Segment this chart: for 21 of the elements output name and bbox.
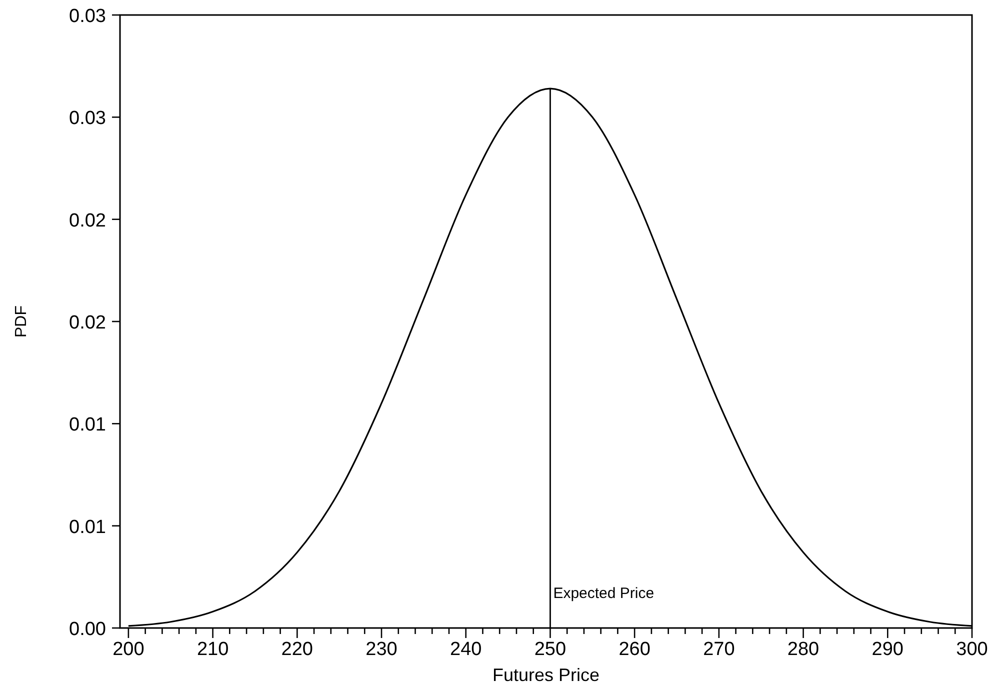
x-tick-label: 270 bbox=[703, 639, 735, 660]
x-tick-label: 250 bbox=[534, 639, 566, 660]
x-tick-label: 240 bbox=[450, 639, 482, 660]
y-tick-label: 0.03 bbox=[69, 6, 106, 27]
x-tick-label: 260 bbox=[618, 639, 650, 660]
y-axis-title: PDF bbox=[13, 305, 30, 338]
x-tick-label: 280 bbox=[787, 639, 820, 660]
y-tick-label: 0.02 bbox=[69, 312, 106, 334]
ref-line-label: Expected Price bbox=[553, 585, 654, 602]
x-tick-label: 230 bbox=[366, 639, 398, 660]
x-tick-label: 200 bbox=[112, 639, 144, 660]
x-tick-label: 210 bbox=[196, 639, 229, 660]
y-tick-label: 0.01 bbox=[69, 414, 106, 436]
x-tick-label: 290 bbox=[872, 639, 904, 660]
y-tick-label: 0.00 bbox=[69, 619, 106, 640]
y-tick-label: 0.03 bbox=[69, 108, 106, 130]
y-tick-label: 0.02 bbox=[69, 210, 106, 232]
y-tick-label: 0.01 bbox=[69, 516, 106, 538]
x-tick-label: 300 bbox=[956, 639, 988, 660]
x-tick-label: 220 bbox=[281, 639, 313, 660]
x-axis-title: Futures Price bbox=[492, 665, 600, 685]
